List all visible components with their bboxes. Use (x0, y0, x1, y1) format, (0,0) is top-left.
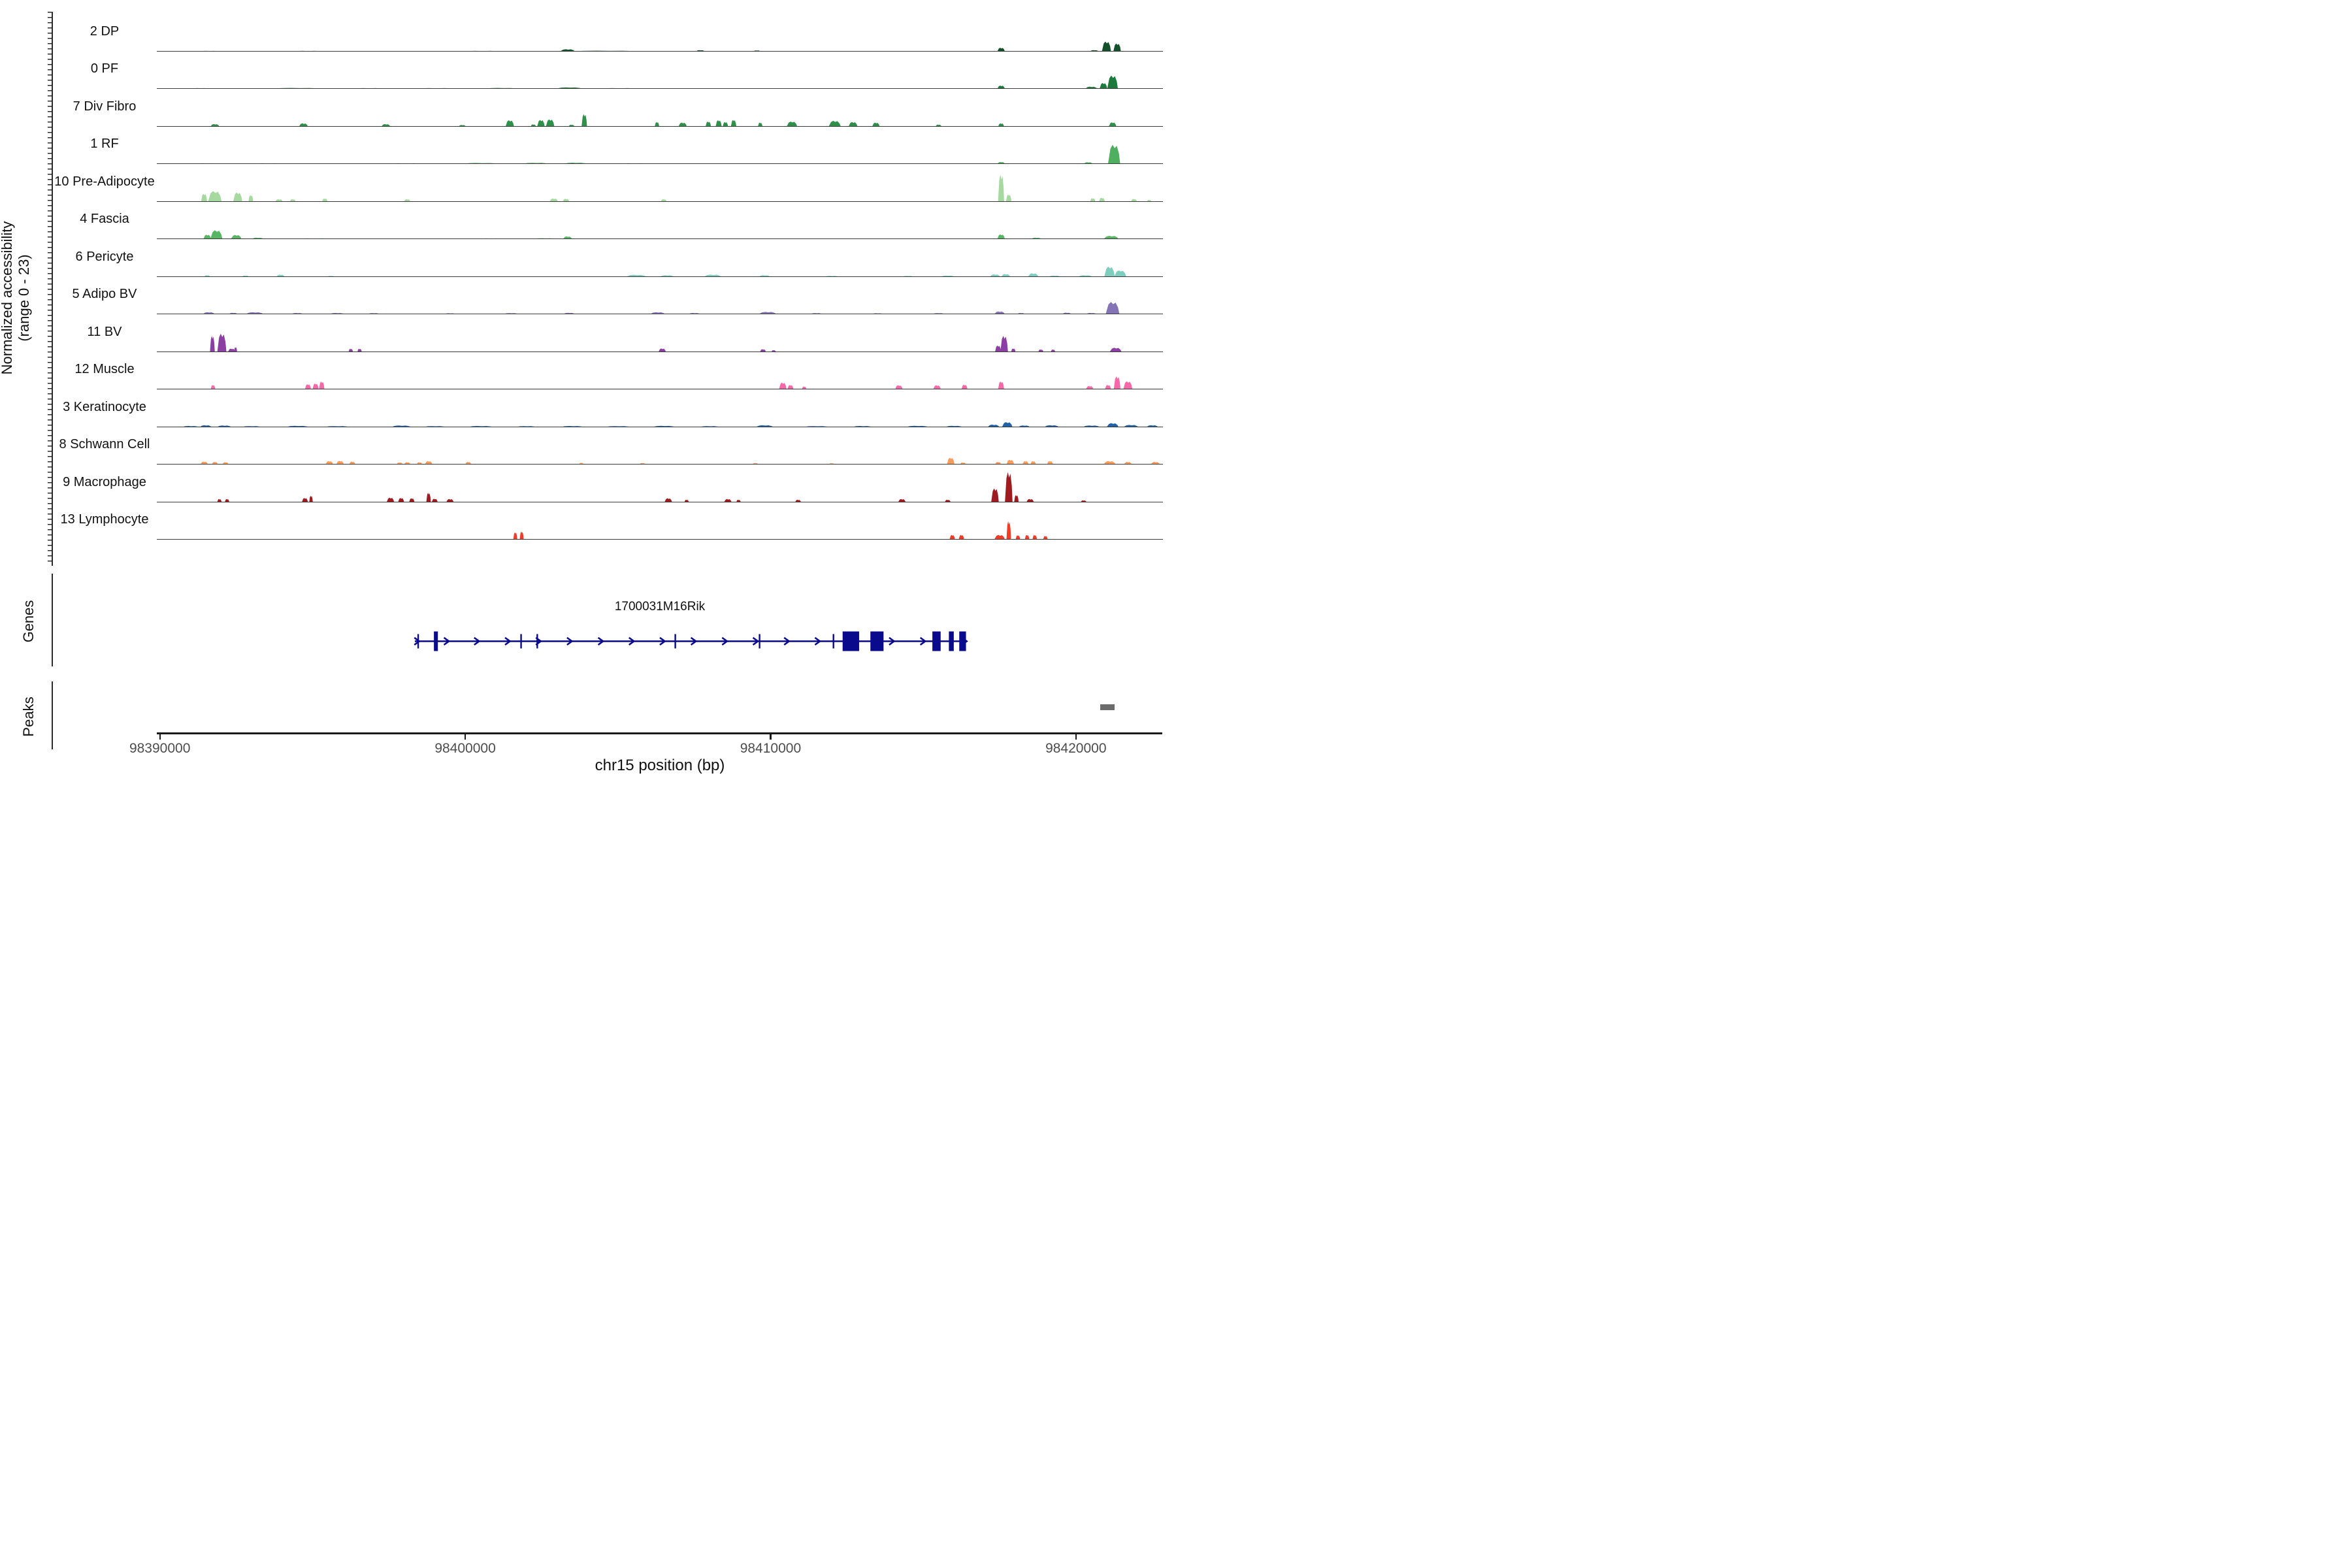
track-label: 10 Pre-Adipocyte (54, 174, 155, 189)
track-label: 2 DP (90, 24, 120, 39)
x-axis-line (157, 732, 1162, 734)
genome-coverage-figure: Normalized accessibility (range 0 - 23) … (0, 0, 1176, 784)
track-baseline (157, 50, 1163, 52)
coverage-track (210, 376, 1133, 389)
coverage-track (203, 230, 1119, 239)
track-baseline (157, 201, 1163, 202)
track-label: 1 RF (90, 137, 119, 151)
y-axis-minor-ticks (48, 12, 52, 566)
track-baseline (157, 539, 1163, 540)
y-axis-line (52, 12, 53, 566)
track-baseline (157, 88, 1163, 90)
x-axis-title: chr15 position (bp) (595, 757, 725, 774)
track-label: 9 Macrophage (63, 474, 146, 489)
coverage-track (513, 521, 1048, 540)
gene-name-label: 1700031M16Rik (614, 600, 706, 613)
track-label: 3 Keratinocyte (63, 399, 146, 414)
x-axis-tick-mark (159, 734, 161, 740)
track-baseline (157, 276, 1163, 277)
track-baseline (157, 351, 1163, 352)
track-label: 8 Schwann Cell (59, 437, 150, 451)
x-axis-tick-mark (770, 734, 772, 740)
x-axis-tick-label: 98410000 (740, 741, 802, 756)
coverage-track (210, 114, 1117, 127)
track-baseline (157, 125, 1163, 127)
peaks-section-axis-line (52, 681, 53, 749)
track-label: 6 Pericyte (75, 249, 134, 264)
track-label: 5 Adipo BV (72, 287, 137, 301)
coverage-track (191, 144, 1120, 164)
coverage-track (217, 472, 1087, 502)
coverage-track (201, 174, 1152, 202)
track-label: 7 Div Fibro (73, 99, 137, 114)
coverage-track (204, 266, 1126, 277)
track-label: 4 Fascia (80, 212, 129, 226)
coverage-track (181, 421, 1158, 427)
x-axis-tick-label: 98390000 (129, 741, 191, 756)
coverage-track (196, 41, 1121, 52)
track-baseline (157, 464, 1163, 465)
track-label: 0 PF (90, 61, 119, 76)
x-axis-tick-label: 98400000 (434, 741, 496, 756)
coverage-track (203, 302, 1120, 314)
peak-interval (1100, 704, 1115, 710)
x-axis-tick-label: 98420000 (1045, 741, 1107, 756)
coverage-track (189, 75, 1119, 89)
track-label: 13 Lymphocyte (60, 512, 149, 527)
track-label: 11 BV (87, 324, 122, 339)
x-axis-tick-mark (465, 734, 466, 740)
track-baseline (157, 163, 1163, 165)
coverage-track (200, 457, 1160, 465)
coverage-track (210, 333, 1122, 352)
genes-section-axis-line (52, 574, 53, 666)
peaks-section-label: Peaks (20, 696, 37, 737)
gene-model (414, 631, 968, 651)
track-baseline (157, 238, 1163, 240)
track-label: 12 Muscle (74, 362, 135, 376)
genes-section-label: Genes (20, 600, 37, 643)
x-axis-tick-mark (1075, 734, 1077, 740)
